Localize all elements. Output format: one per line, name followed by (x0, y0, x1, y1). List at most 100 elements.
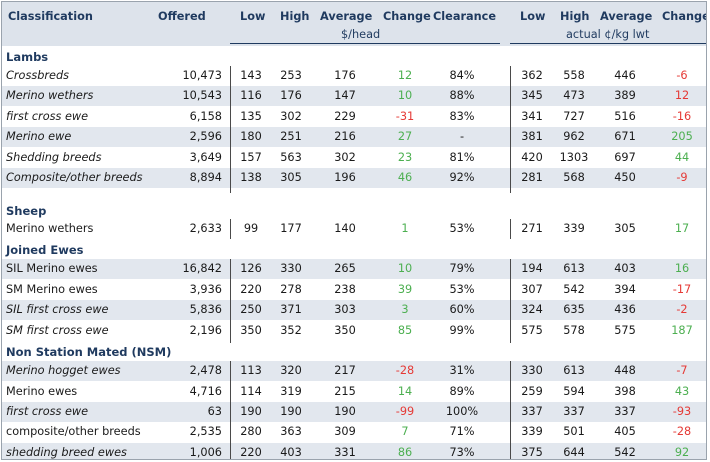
high2-cell: 1303 (559, 151, 589, 164)
clr-cell: 53% (449, 222, 475, 235)
low2-cell: 341 (521, 110, 543, 123)
offered-cell: 2,196 (189, 324, 222, 337)
chg-cell: 85 (397, 324, 413, 337)
table-row: SM Merino ewes 3,936 220 278 238 39 53% 307 542 3… (2, 280, 706, 300)
high-cell: 320 (280, 364, 302, 377)
chg-cell: -28 (395, 364, 415, 377)
table-row: Merino ewe 2,596 180 251 216 27 - 381 962 671 205 (2, 127, 706, 147)
col-header-high-kg: High (560, 10, 590, 23)
divider-line (230, 66, 231, 193)
avg2-cell: 671 (614, 130, 636, 143)
low-cell: 220 (240, 446, 262, 459)
chg-cell: 7 (401, 425, 409, 438)
table-row: SIL first cross ewe 5,836 250 371 303 3 60% 324… (2, 300, 706, 320)
chg2-cell: 12 (674, 89, 690, 102)
unit-cents-per-kg: actual ¢/kg lwt (566, 28, 650, 41)
offered-cell: 2,596 (189, 130, 222, 143)
chg2-cell: -7 (676, 364, 688, 377)
chg-cell: 27 (397, 130, 413, 143)
low2-cell: 362 (521, 69, 543, 82)
avg-cell: 140 (334, 222, 356, 235)
chg2-cell: -9 (676, 171, 688, 184)
avg2-cell: 575 (614, 324, 636, 337)
clr-cell: 73% (449, 446, 475, 459)
clr-cell: 71% (449, 425, 475, 438)
divider-line (510, 66, 511, 193)
high-cell: 563 (280, 151, 302, 164)
chg2-cell: -28 (672, 425, 692, 438)
chg2-cell: 16 (674, 262, 690, 275)
table-row: Merino ewes 4,716 114 319 215 14 89% 259 594 398 4… (2, 382, 706, 402)
high2-cell: 473 (563, 89, 585, 102)
clr-cell: 100% (445, 405, 479, 418)
col-header-change-kg: Change (662, 10, 707, 23)
low-cell: 220 (240, 283, 262, 296)
avg2-cell: 697 (614, 151, 636, 164)
classification-cell: SM Merino ewes (6, 283, 98, 296)
high-cell: 302 (280, 110, 302, 123)
clr-cell: 60% (449, 303, 475, 316)
high2-cell: 613 (563, 364, 585, 377)
avg-cell: 196 (334, 171, 356, 184)
classification-cell: Shedding breeds (6, 151, 102, 164)
col-header-high: High (280, 10, 310, 23)
chg2-cell: -6 (676, 69, 688, 82)
high-cell: 363 (280, 425, 302, 438)
high-cell: 305 (280, 171, 302, 184)
clr-cell: 83% (449, 110, 475, 123)
table-row: shedding breed ewes 1,006 220 403 331 86 73% 37… (2, 443, 706, 459)
classification-cell: Crossbreds (6, 69, 70, 82)
chg2-cell: 187 (671, 324, 693, 337)
classification-cell: composite/other breeds (6, 425, 141, 438)
col-header-change: Change (383, 10, 431, 23)
chg2-cell: -16 (672, 110, 692, 123)
low-cell: 250 (240, 303, 262, 316)
low2-cell: 281 (521, 171, 543, 184)
divider-line (230, 219, 231, 239)
section-sheep: Sheep (6, 204, 47, 218)
offered-cell: 8,894 (189, 171, 222, 184)
high-cell: 319 (280, 385, 302, 398)
offered-cell: 63 (207, 405, 222, 418)
avg2-cell: 337 (614, 405, 636, 418)
chg-cell: 10 (397, 89, 413, 102)
chg-cell: 12 (397, 69, 413, 82)
offered-cell: 5,836 (189, 303, 222, 316)
low2-cell: 307 (521, 283, 543, 296)
avg-cell: 350 (334, 324, 356, 337)
clr-cell: 92% (449, 171, 475, 184)
low2-cell: 194 (521, 262, 543, 275)
low-cell: 143 (240, 69, 262, 82)
low-cell: 126 (240, 262, 262, 275)
high-cell: 330 (280, 262, 302, 275)
avg2-cell: 394 (614, 283, 636, 296)
high-cell: 176 (280, 89, 302, 102)
offered-cell: 6,158 (189, 110, 222, 123)
chg-cell: 86 (397, 446, 413, 459)
low-cell: 116 (240, 89, 262, 102)
section-nsm: Non Station Mated (NSM) (6, 345, 172, 359)
high2-cell: 635 (563, 303, 585, 316)
high2-cell: 727 (563, 110, 585, 123)
avg-cell: 265 (334, 262, 356, 275)
clr-cell: 79% (449, 262, 475, 275)
low-cell: 113 (240, 364, 262, 377)
classification-cell: Merino wethers (6, 89, 94, 102)
offered-cell: 10,473 (182, 69, 222, 82)
avg2-cell: 405 (614, 425, 636, 438)
clr-cell: 84% (449, 69, 475, 82)
clr-cell: - (459, 130, 465, 143)
avg2-cell: 542 (614, 446, 636, 459)
chg-cell: -99 (395, 405, 415, 418)
avg-cell: 216 (334, 130, 356, 143)
low2-cell: 345 (521, 89, 543, 102)
col-header-clearance: Clearance (433, 10, 497, 23)
classification-cell: first cross ewe (6, 405, 89, 418)
classification-cell: SM first cross ewe (6, 324, 109, 337)
low-cell: 114 (240, 385, 262, 398)
high2-cell: 962 (563, 130, 585, 143)
avg-cell: 229 (334, 110, 356, 123)
col-header-classification: Classification (8, 10, 93, 23)
chg-cell: 23 (397, 151, 413, 164)
